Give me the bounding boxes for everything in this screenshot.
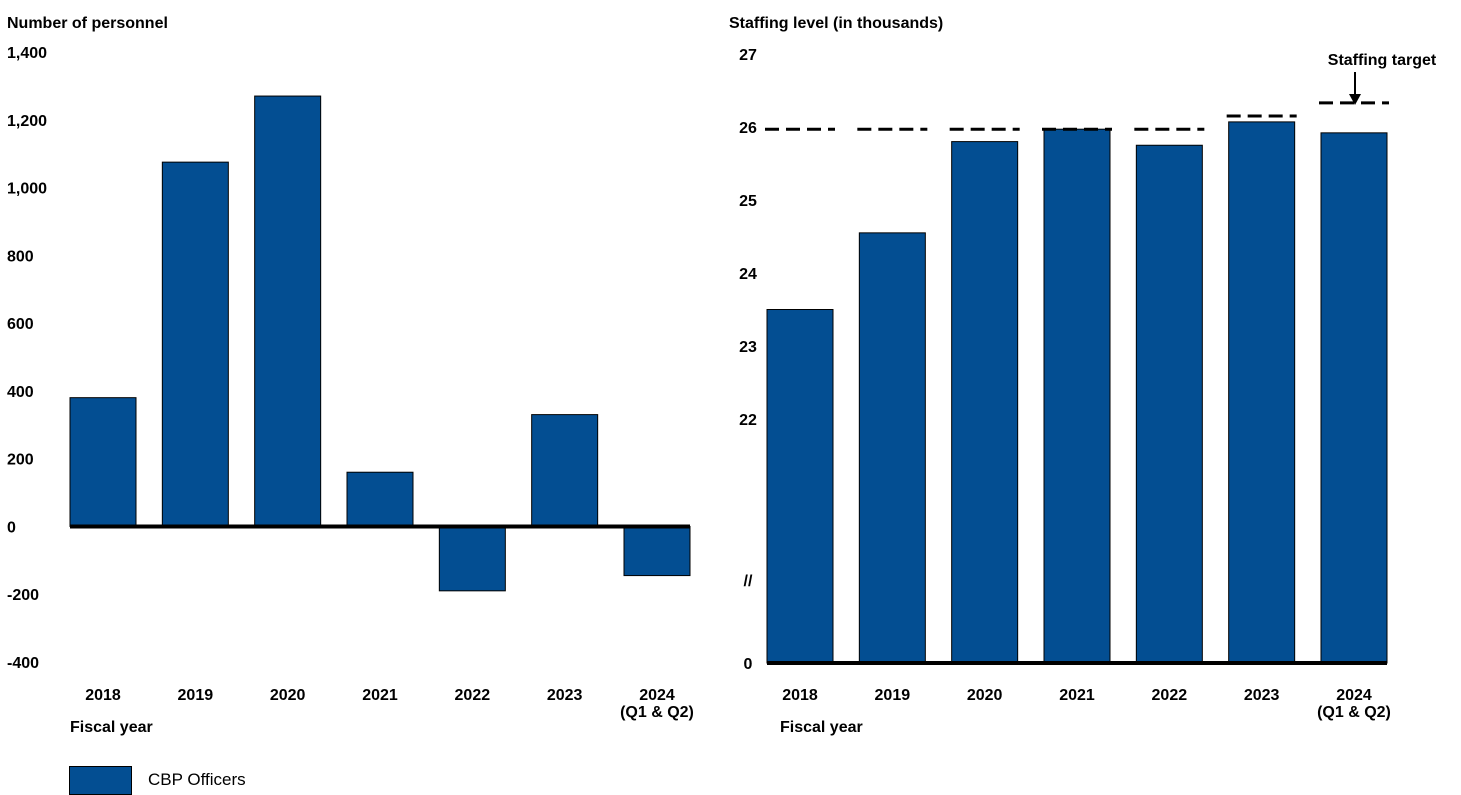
left-bar (531, 414, 599, 527)
left-y-tick-label: 800 (7, 248, 34, 265)
right-x-tick-label: 2020 (967, 687, 1003, 704)
right-bar (766, 309, 834, 664)
left-bar (623, 525, 691, 577)
left-y-tick-label: 1,000 (7, 181, 47, 198)
right-x-tick-label: 2023 (1244, 687, 1280, 704)
right-x-tick-label: 2018 (782, 687, 818, 704)
right-bar (1135, 144, 1203, 664)
right-bar (858, 232, 926, 664)
left-x-tick-label: 2018 (85, 687, 121, 704)
right-x-axis-title: Fiscal year (780, 719, 863, 736)
right-y-tick-label: 26 (739, 120, 757, 137)
right-y-tick-label: 23 (739, 339, 757, 356)
left-y-tick-label: -200 (7, 587, 39, 604)
left-y-tick-label: 400 (7, 384, 34, 401)
left-bar (254, 95, 322, 527)
left-bar (346, 471, 414, 527)
right-chart-staffing-level: Staffing level (in thousands) 27 26 25 24 23… (729, 15, 1437, 736)
left-bar (161, 161, 229, 527)
right-x-ticks: 2018 2019 2020 2021 2022 2023 2024 (Q1 & Q2) (782, 687, 1391, 721)
left-bars (69, 95, 691, 592)
right-bar (1320, 132, 1388, 664)
left-x-tick-label: 2021 (362, 687, 398, 704)
left-y-axis-title: Number of personnel (7, 15, 168, 32)
legend: CBP Officers (69, 765, 246, 795)
right-y-tick-label: 22 (739, 412, 757, 429)
legend-label: CBP Officers (148, 770, 246, 789)
left-y-tick-label: 1,200 (7, 113, 47, 130)
right-bar (1043, 128, 1111, 664)
left-x-tick-label: 2022 (455, 687, 491, 704)
right-y-axis-title: Staffing level (in thousands) (729, 15, 943, 32)
left-bar (69, 397, 137, 527)
right-x-tick-label: 2024 (Q1 & Q2) (1317, 687, 1391, 721)
left-y-tick-label: -400 (7, 655, 39, 672)
left-y-ticks: 1,400 1,200 1,000 800 600 400 200 0 -200 -400 (7, 45, 47, 672)
left-bar (438, 525, 506, 592)
right-y-tick-label: 27 (739, 47, 757, 64)
left-y-tick-label: 600 (7, 316, 34, 333)
right-y-tick-label: 24 (739, 266, 757, 283)
left-y-tick-label: 200 (7, 452, 34, 469)
left-chart-personnel-change: Number of personnel 1,400 1,200 1,000 800 60… (7, 15, 694, 736)
right-target-lines (765, 101, 1389, 131)
left-x-axis-title: Fiscal year (70, 719, 153, 736)
right-x-tick-label: 2022 (1152, 687, 1188, 704)
staffing-target-arrow-head (1349, 94, 1361, 105)
left-y-tick-label: 0 (7, 519, 16, 536)
right-y-ticks: 27 26 25 24 23 22 // 0 (739, 47, 757, 673)
right-x-tick-label: 2021 (1059, 687, 1095, 704)
right-bar (951, 141, 1019, 664)
right-bar (1228, 121, 1296, 664)
left-x-tick-label: 2020 (270, 687, 306, 704)
left-x-tick-label: 2024 (Q1 & Q2) (620, 687, 694, 721)
right-y-tick-label: 25 (739, 193, 757, 210)
left-x-tick-label: 2023 (547, 687, 583, 704)
legend-swatch (69, 765, 132, 795)
right-x-tick-label: 2019 (875, 687, 911, 704)
left-y-tick-label: 1,400 (7, 45, 47, 62)
axis-break-mark: // (744, 573, 753, 590)
left-x-tick-label: 2019 (178, 687, 214, 704)
left-x-ticks: 2018 2019 2020 2021 2022 2023 2024 (Q1 & Q2) (85, 687, 694, 721)
right-bars (766, 121, 1388, 665)
right-y-tick-label: 0 (744, 656, 753, 673)
staffing-target-annotation: Staffing target (1328, 52, 1437, 69)
